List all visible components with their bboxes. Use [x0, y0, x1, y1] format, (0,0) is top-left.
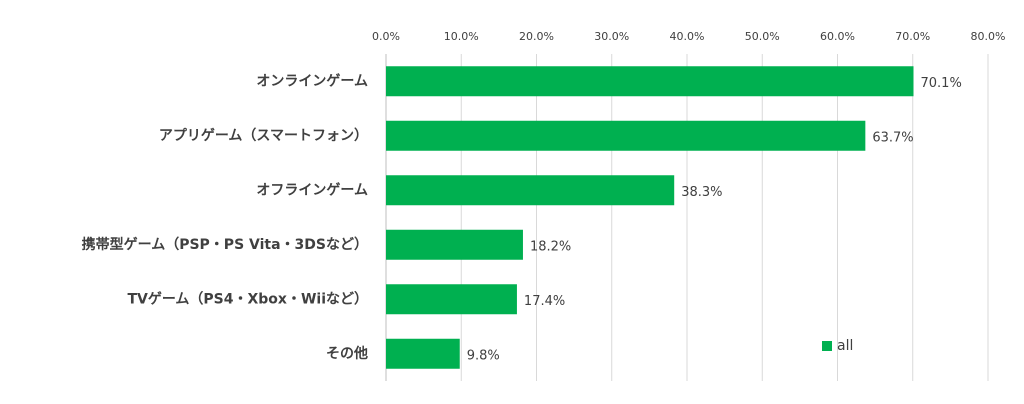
bar — [386, 229, 523, 260]
x-tick-label: 60.0% — [820, 30, 855, 43]
y-tick-label: その他 — [326, 345, 368, 362]
bar — [386, 66, 914, 97]
x-tick-label: 80.0% — [971, 30, 1006, 43]
x-tick-label: 50.0% — [745, 30, 780, 43]
legend-label: all — [837, 338, 853, 354]
bar — [386, 284, 517, 315]
value-label: 38.3% — [681, 185, 722, 200]
x-tick-label: 40.0% — [670, 30, 705, 43]
x-tick-label: 0.0% — [372, 30, 400, 43]
value-label: 63.7% — [872, 130, 913, 145]
value-label: 17.4% — [524, 294, 565, 309]
y-tick-label: 携帯型ゲーム（PSP・PS Vita・3DSなど） — [82, 236, 368, 253]
value-label: 9.8% — [467, 348, 500, 363]
value-label: 70.1% — [921, 76, 962, 91]
bar — [386, 120, 866, 151]
x-tick-label: 70.0% — [895, 30, 930, 43]
value-label: 18.2% — [530, 239, 571, 254]
legend-swatch — [822, 341, 832, 351]
y-tick-label: オンラインゲーム — [256, 72, 368, 89]
y-tick-label: アプリゲーム（スマートフォン） — [159, 127, 368, 144]
y-tick-label: TVゲーム（PS4・Xbox・Wiiなど） — [127, 290, 368, 307]
bar — [386, 338, 460, 369]
x-tick-label: 10.0% — [444, 30, 479, 43]
x-tick-label: 30.0% — [594, 30, 629, 43]
bar — [386, 175, 675, 206]
y-tick-label: オフラインゲーム — [256, 181, 368, 198]
x-tick-label: 20.0% — [519, 30, 554, 43]
